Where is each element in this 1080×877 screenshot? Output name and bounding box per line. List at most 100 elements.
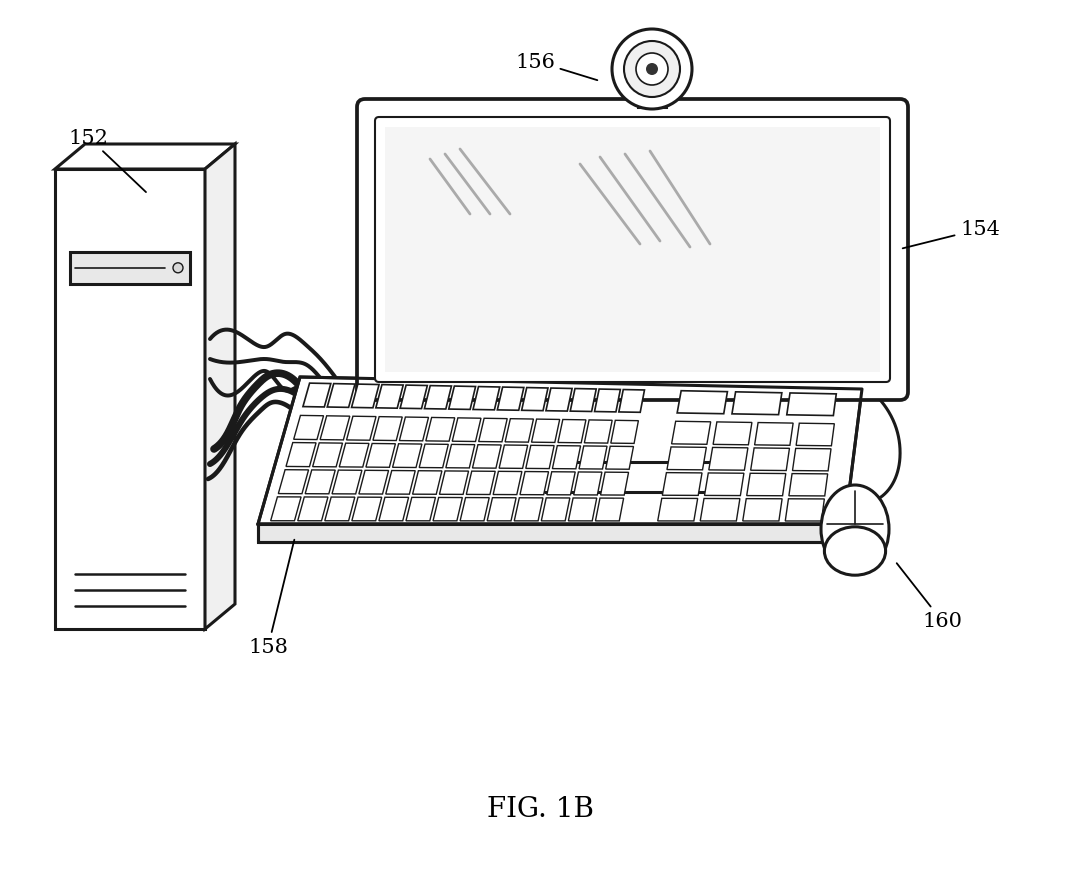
- Text: 154: 154: [903, 220, 1000, 249]
- Bar: [55, 170, 205, 630]
- Polygon shape: [413, 471, 442, 495]
- Polygon shape: [478, 419, 508, 442]
- Polygon shape: [746, 474, 786, 496]
- Polygon shape: [406, 498, 435, 521]
- Circle shape: [624, 42, 680, 98]
- Text: 152: 152: [68, 128, 146, 193]
- Polygon shape: [704, 474, 744, 496]
- Polygon shape: [467, 472, 496, 495]
- Polygon shape: [294, 416, 324, 440]
- Polygon shape: [570, 389, 596, 412]
- FancyBboxPatch shape: [384, 128, 880, 373]
- Polygon shape: [332, 471, 362, 495]
- Polygon shape: [677, 391, 728, 414]
- Text: 156: 156: [515, 53, 597, 81]
- Polygon shape: [327, 384, 355, 408]
- Polygon shape: [205, 145, 235, 630]
- Polygon shape: [667, 447, 706, 470]
- Polygon shape: [672, 422, 711, 445]
- Polygon shape: [271, 497, 301, 521]
- Polygon shape: [531, 419, 559, 443]
- Polygon shape: [606, 446, 634, 470]
- Polygon shape: [325, 497, 355, 521]
- Polygon shape: [426, 418, 455, 442]
- Polygon shape: [366, 444, 395, 467]
- Polygon shape: [713, 423, 752, 446]
- Polygon shape: [662, 473, 702, 496]
- Polygon shape: [584, 420, 612, 444]
- Polygon shape: [708, 448, 748, 471]
- Polygon shape: [419, 445, 448, 468]
- Circle shape: [636, 54, 669, 86]
- Polygon shape: [558, 420, 586, 443]
- Polygon shape: [258, 524, 845, 542]
- Polygon shape: [401, 386, 428, 410]
- Polygon shape: [498, 388, 524, 410]
- Polygon shape: [619, 390, 645, 413]
- Polygon shape: [303, 383, 330, 408]
- Polygon shape: [751, 448, 789, 471]
- Polygon shape: [595, 389, 620, 412]
- Polygon shape: [732, 392, 782, 415]
- Polygon shape: [788, 474, 827, 496]
- Polygon shape: [658, 499, 698, 521]
- Polygon shape: [519, 472, 549, 496]
- Polygon shape: [522, 389, 548, 411]
- Polygon shape: [392, 445, 422, 468]
- Polygon shape: [579, 446, 607, 469]
- Polygon shape: [400, 417, 429, 441]
- Text: FIG. 1B: FIG. 1B: [486, 795, 594, 823]
- Polygon shape: [306, 470, 335, 495]
- Ellipse shape: [821, 486, 889, 574]
- Polygon shape: [526, 446, 554, 469]
- Polygon shape: [787, 394, 836, 416]
- Polygon shape: [55, 145, 235, 170]
- Polygon shape: [373, 417, 402, 441]
- Polygon shape: [755, 423, 793, 446]
- Polygon shape: [494, 472, 522, 495]
- Polygon shape: [473, 387, 500, 410]
- Polygon shape: [379, 497, 408, 521]
- Polygon shape: [386, 471, 415, 495]
- Polygon shape: [312, 444, 342, 467]
- Polygon shape: [433, 498, 462, 521]
- Text: 158: 158: [248, 540, 295, 657]
- Polygon shape: [785, 499, 824, 522]
- Polygon shape: [499, 446, 528, 469]
- FancyBboxPatch shape: [375, 118, 890, 382]
- Polygon shape: [541, 498, 570, 521]
- Polygon shape: [546, 389, 572, 411]
- Polygon shape: [545, 462, 720, 493]
- Polygon shape: [376, 385, 403, 409]
- Polygon shape: [546, 472, 576, 496]
- Polygon shape: [743, 499, 782, 522]
- Polygon shape: [286, 443, 316, 467]
- Polygon shape: [552, 446, 581, 469]
- Polygon shape: [352, 497, 381, 521]
- Text: 160: 160: [896, 564, 962, 631]
- Polygon shape: [611, 421, 638, 444]
- Polygon shape: [449, 387, 475, 410]
- Polygon shape: [339, 444, 369, 467]
- Bar: [638, 86, 666, 108]
- Polygon shape: [793, 449, 831, 471]
- Polygon shape: [352, 385, 379, 409]
- Bar: [605, 393, 660, 462]
- Polygon shape: [568, 498, 597, 521]
- Polygon shape: [440, 472, 469, 495]
- FancyBboxPatch shape: [357, 100, 908, 401]
- Polygon shape: [347, 417, 376, 441]
- Polygon shape: [320, 417, 350, 440]
- Polygon shape: [298, 497, 328, 521]
- Ellipse shape: [824, 527, 886, 575]
- Polygon shape: [700, 499, 740, 521]
- Polygon shape: [472, 446, 501, 468]
- Bar: [70, 253, 190, 284]
- Polygon shape: [424, 386, 451, 410]
- Polygon shape: [487, 498, 516, 521]
- Polygon shape: [460, 498, 489, 521]
- Circle shape: [173, 263, 183, 274]
- Polygon shape: [595, 498, 623, 521]
- Polygon shape: [796, 424, 835, 446]
- Polygon shape: [505, 419, 534, 443]
